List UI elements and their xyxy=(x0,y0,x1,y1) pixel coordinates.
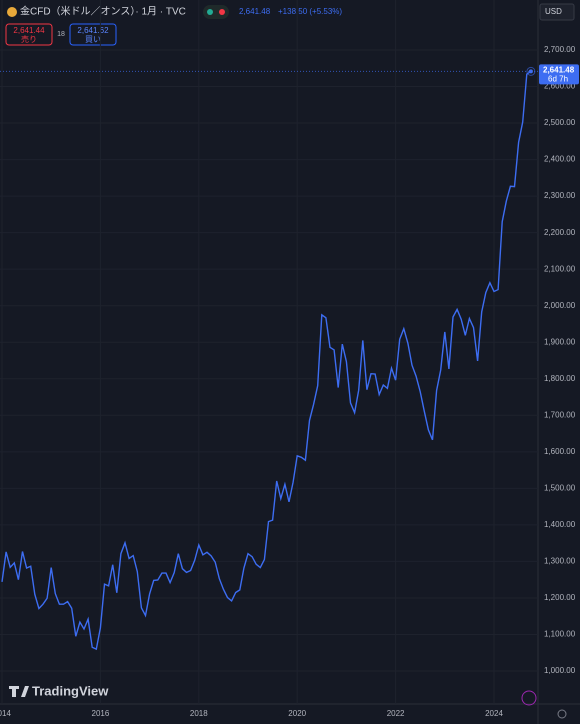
countdown: 6d 7h xyxy=(548,74,568,83)
buy-label: 買い xyxy=(85,35,101,44)
last-price-box xyxy=(539,64,579,85)
symbol-icon xyxy=(7,7,17,17)
y-tick-label: 2,300.00 xyxy=(544,191,576,200)
y-tick-label: 1,900.00 xyxy=(544,337,576,346)
y-tick-label: 1,000.00 xyxy=(544,666,576,675)
status-dot xyxy=(219,9,225,15)
y-tick-label: 2,500.00 xyxy=(544,118,576,127)
y-tick-label: 2,200.00 xyxy=(544,228,576,237)
x-tick-label: 2022 xyxy=(387,709,405,718)
spread: 18 xyxy=(57,31,65,38)
buy-price: 2,641.62 xyxy=(77,26,109,35)
y-tick-label: 2,100.00 xyxy=(544,264,576,273)
buy-button[interactable] xyxy=(69,23,117,46)
x-tick-label: 2018 xyxy=(190,709,208,718)
last-point xyxy=(526,66,536,76)
currency: USD xyxy=(545,7,562,16)
y-tick-label: 1,300.00 xyxy=(544,557,576,566)
brand-logo xyxy=(9,686,29,697)
y-tick-label: 2,600.00 xyxy=(544,82,576,91)
x-tick-label: 2020 xyxy=(288,709,306,718)
price-line xyxy=(1,70,532,651)
y-tick-label: 2,000.00 xyxy=(544,301,576,310)
price: 2,641.48 xyxy=(239,7,271,16)
y-tick-label: 2,400.00 xyxy=(544,155,576,164)
y-tick-label: 1,500.00 xyxy=(544,483,576,492)
last-point-dot xyxy=(528,69,533,74)
last-price-label: 2,641.48 xyxy=(543,65,575,74)
x-tick-label: 2016 xyxy=(92,709,110,718)
y-tick-label: 1,100.00 xyxy=(544,630,576,639)
symbol[interactable]: 金CFD（米ドル／オンス）· 1月 · TVC xyxy=(20,5,186,18)
y-tick-label: 2,700.00 xyxy=(544,45,576,54)
y-tick-label: 1,600.00 xyxy=(544,447,576,456)
y-tick-label: 1,200.00 xyxy=(544,593,576,602)
x-tick-label: 2024 xyxy=(485,709,503,718)
sell-label: 売り xyxy=(21,34,37,44)
status-pill xyxy=(203,5,229,19)
brand: TradingView xyxy=(32,683,109,698)
change: +138.50 (+5.53%) xyxy=(278,7,342,16)
currency-button[interactable] xyxy=(539,3,575,21)
sell-price: 2,641.44 xyxy=(13,26,45,35)
y-tick-label: 1,800.00 xyxy=(544,374,576,383)
sell-button[interactable] xyxy=(5,23,53,46)
y-tick-label: 1,400.00 xyxy=(544,520,576,529)
y-tick-label: 1,700.00 xyxy=(544,410,576,419)
x-tick-label: 2014 xyxy=(0,709,11,718)
alert-icon[interactable] xyxy=(521,690,537,706)
status-dot xyxy=(207,9,213,15)
settings-icon[interactable] xyxy=(557,709,567,719)
